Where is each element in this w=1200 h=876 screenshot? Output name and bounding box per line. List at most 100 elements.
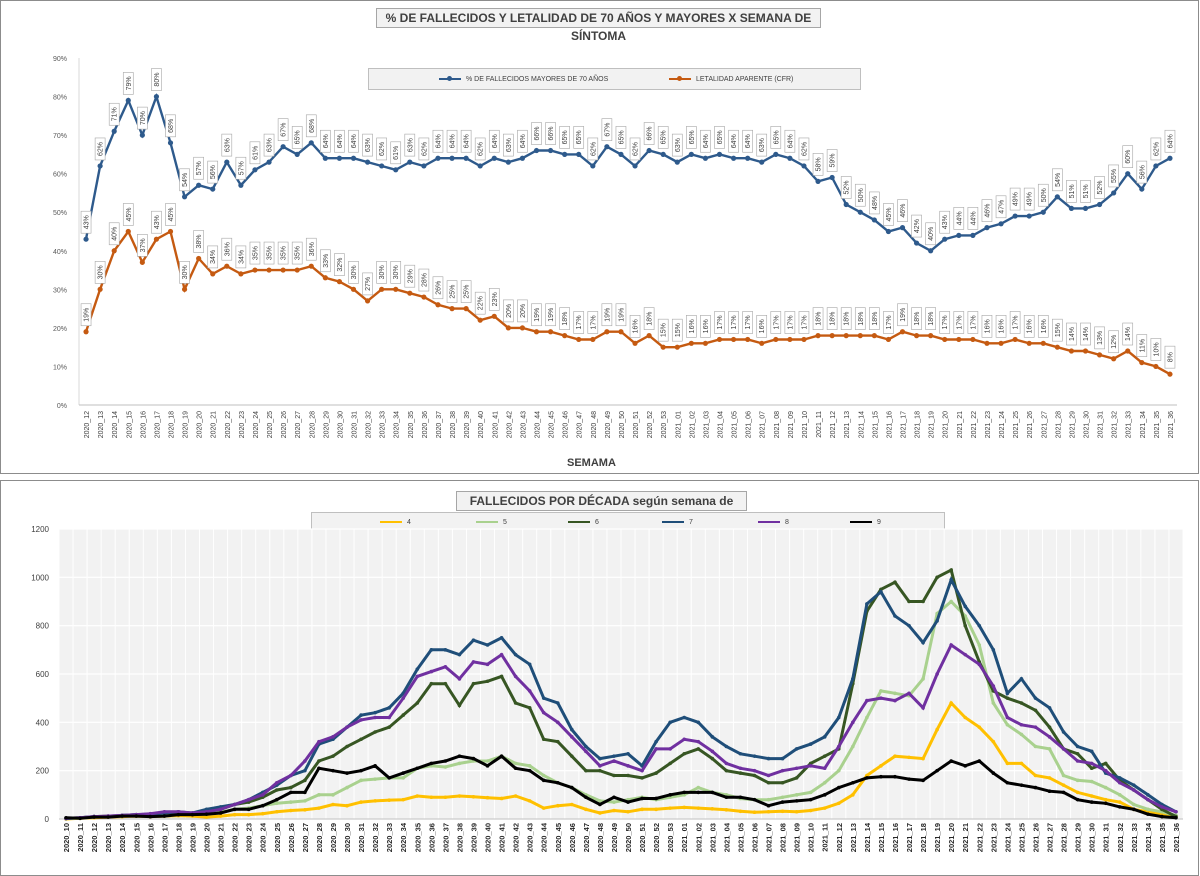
data-point: [766, 756, 771, 761]
data-point: [541, 806, 546, 810]
data-label: 65%: [714, 126, 725, 149]
data-point: [570, 727, 574, 732]
data-label-text: 56%: [1139, 165, 1146, 179]
data-label: 63%: [404, 133, 416, 157]
data-label-text: 19%: [548, 308, 555, 322]
data-point: [218, 807, 223, 812]
x-tick-label: 2020_50: [624, 823, 633, 852]
data-point: [759, 159, 765, 165]
x-tick-label: 2020_21: [217, 823, 226, 852]
data-point: [668, 720, 672, 725]
data-point: [646, 333, 652, 339]
data-label: 44%: [967, 207, 979, 230]
data-label-box: [939, 210, 951, 234]
data-label-box: [601, 303, 613, 327]
data-point: [1139, 186, 1145, 192]
data-label: 64%: [432, 129, 444, 153]
data-label-text: 35%: [281, 246, 288, 260]
data-label: 10%: [1150, 338, 1162, 361]
data-label-text: 17%: [590, 315, 597, 329]
data-point: [1068, 205, 1075, 211]
data-label-box: [151, 68, 162, 91]
data-point: [626, 809, 630, 814]
x-tick-label: 2021_22: [975, 823, 984, 852]
data-point: [1047, 776, 1052, 780]
y-tick-label: 90%: [53, 56, 67, 63]
x-tick-label: 2020_24: [259, 822, 268, 852]
data-label: 70%: [137, 106, 148, 130]
data-label-box: [1052, 168, 1063, 192]
x-tick-label: 2021_21: [957, 411, 964, 438]
x-tick-label: 2021_22: [971, 411, 978, 438]
data-point: [1082, 205, 1089, 211]
data-point: [984, 340, 990, 346]
y-tick-label: 40%: [53, 249, 67, 256]
data-label: 43%: [939, 210, 951, 234]
x-tick-label: 2021_16: [891, 823, 900, 852]
data-label-box: [615, 303, 627, 327]
data-point: [787, 336, 793, 343]
data-point: [457, 677, 462, 681]
data-point: [612, 795, 616, 800]
data-point: [688, 151, 694, 157]
data-label-box: [531, 303, 542, 327]
data-point: [829, 174, 835, 181]
data-point: [78, 816, 82, 821]
data-point: [499, 796, 504, 801]
data-point: [598, 756, 602, 761]
data-point: [541, 737, 546, 742]
data-point: [766, 773, 771, 778]
series-line-1: [84, 229, 1171, 376]
data-label: 19%: [897, 303, 908, 327]
data-point: [1054, 194, 1060, 200]
x-tick-label: 2020_18: [169, 411, 176, 438]
x-tick-label: 2021_11: [821, 823, 830, 852]
data-label-box: [545, 122, 556, 145]
data-point: [618, 151, 624, 157]
data-label-text: 17%: [970, 315, 977, 329]
data-label-text: 63%: [407, 138, 414, 152]
data-label-text: 16%: [1041, 319, 1048, 333]
data-point: [682, 805, 687, 810]
data-label: 46%: [897, 199, 908, 222]
data-label-box: [643, 307, 655, 330]
x-tick-label: 2021_20: [947, 823, 956, 852]
data-point: [345, 771, 349, 775]
data-label-text: 67%: [281, 123, 288, 137]
data-point: [1019, 701, 1024, 705]
x-tick-label: 2020_26: [287, 823, 296, 852]
data-point: [274, 809, 279, 814]
data-point: [401, 797, 406, 802]
data-point: [822, 766, 827, 771]
data-label-box: [404, 133, 416, 157]
data-point: [1103, 768, 1108, 773]
data-label-box: [939, 311, 951, 334]
data-point: [766, 797, 771, 802]
data-label-text: 30%: [351, 265, 358, 279]
data-point: [921, 756, 925, 761]
x-tick-label: 2020_35: [413, 823, 422, 852]
data-label-box: [460, 280, 472, 303]
data-point: [1174, 809, 1178, 814]
data-point: [148, 811, 153, 816]
data-point: [1026, 213, 1032, 219]
data-label: 19%: [545, 303, 556, 327]
data-point: [1075, 744, 1080, 749]
data-point: [1019, 677, 1024, 681]
data-label-box: [474, 137, 486, 161]
data-label: 33%: [320, 249, 331, 273]
data-point: [125, 97, 131, 104]
data-label-text: 16%: [633, 319, 640, 333]
data-point: [1103, 801, 1108, 806]
data-label-box: [249, 141, 261, 165]
data-point: [401, 696, 406, 700]
data-point: [1132, 807, 1136, 812]
x-tick-label: 2020_40: [478, 411, 485, 438]
data-label: 30%: [348, 261, 359, 284]
data-point: [232, 812, 237, 817]
data-point: [654, 796, 658, 801]
data-point: [963, 623, 968, 628]
x-tick-label: 2020_20: [197, 411, 204, 438]
data-point: [555, 780, 560, 785]
data-label: 64%: [728, 129, 739, 153]
